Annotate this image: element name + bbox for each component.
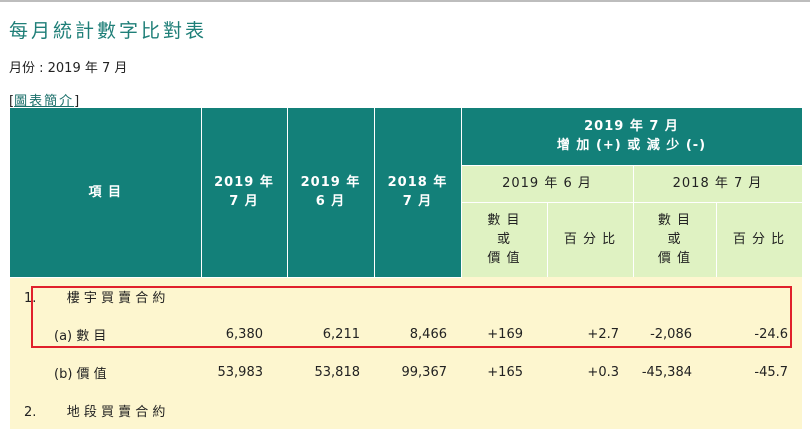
cell-year-percent: -24.6 xyxy=(716,315,803,353)
header-change-line1: 2019 年 7 月 xyxy=(584,119,679,135)
cell-year-change: -2,086 xyxy=(633,315,716,353)
sub-label-value: 價 值 xyxy=(657,251,692,267)
cell-2018-jul: 99,367 xyxy=(374,353,461,391)
cell-2019-jun: 53,818 xyxy=(287,353,374,391)
header-month-count-or-value: 數 目 或 價 值 xyxy=(461,201,548,277)
chart-intro-link[interactable]: 圖表簡介 xyxy=(14,94,75,109)
cell-month-percent: +2.7 xyxy=(547,315,633,353)
table-row: (a) 數 目 6,380 6,211 8,466 +169 +2.7 -2,0… xyxy=(10,315,803,353)
header-vs-prev-month: 2019 年 6 月 xyxy=(461,164,634,202)
header-vs-prev-year: 2018 年 7 月 xyxy=(633,164,803,202)
section-1-label: 1. 樓 宇 買 賣 合 約 xyxy=(10,277,803,315)
section-2-label: 2. 地 段 買 賣 合 約 xyxy=(10,391,803,429)
table-row: 1. 樓 宇 買 賣 合 約 xyxy=(10,277,803,315)
table-row: 2. 地 段 買 賣 合 約 xyxy=(10,391,803,429)
section-title: 地 段 買 賣 合 約 xyxy=(66,404,166,420)
header-year-count-or-value: 數 目 或 價 值 xyxy=(633,201,717,277)
table-row: (b) 價 值 53,983 53,818 99,367 +165 +0.3 -… xyxy=(10,353,803,391)
sub-label-or: 或 xyxy=(667,232,682,248)
sub-label-or: 或 xyxy=(496,232,511,248)
header-item: 項 目 xyxy=(10,108,202,278)
row-label: (a) 數 目 xyxy=(10,315,201,353)
section-title: 樓 宇 買 賣 合 約 xyxy=(66,290,166,306)
intro-bracket-close: ] xyxy=(74,94,80,109)
sub-label-count: 數 目 xyxy=(487,213,521,229)
cell-2019-jun: 6,211 xyxy=(287,315,374,353)
page-title: 每月統計數字比對表 xyxy=(9,20,208,42)
header-2018-jul-line2: 7 月 xyxy=(402,194,433,210)
section-number: 1. xyxy=(24,290,37,306)
sub-label-value: 價 值 xyxy=(487,251,521,267)
cell-year-change: -45,384 xyxy=(633,353,716,391)
header-2018-jul-line1: 2018 年 xyxy=(387,175,448,191)
top-divider xyxy=(0,0,810,2)
header-2019-jul-line2: 7 月 xyxy=(229,194,259,210)
header-2018-jul: 2018 年 7 月 xyxy=(374,108,462,278)
header-2019-jul: 2019 年 7 月 xyxy=(201,108,288,278)
header-change: 2019 年 7 月 增 加 (+) 或 減 少 (-) xyxy=(461,108,803,166)
cell-2019-jul: 6,380 xyxy=(201,315,287,353)
cell-month-change: +169 xyxy=(461,315,547,353)
header-2019-jul-line1: 2019 年 xyxy=(214,175,274,191)
header-2019-jun: 2019 年 6 月 xyxy=(287,108,375,278)
section-number: 2. xyxy=(24,404,37,420)
header-month-percent: 百 分 比 xyxy=(547,201,634,277)
chart-intro-line: [圖表簡介] xyxy=(9,90,79,109)
cell-month-percent: +0.3 xyxy=(547,353,633,391)
cell-2019-jul: 53,983 xyxy=(201,353,287,391)
statistics-table: 項 目 2019 年 7 月 2019 年 6 月 2018 年 7 月 201… xyxy=(10,108,803,429)
intro-bracket-open: [ xyxy=(9,94,15,109)
header-2019-jun-line1: 2019 年 xyxy=(300,175,361,191)
row-label: (b) 價 值 xyxy=(10,353,201,391)
cell-2018-jul: 8,466 xyxy=(374,315,461,353)
cell-month-change: +165 xyxy=(461,353,547,391)
header-2019-jun-line2: 6 月 xyxy=(315,194,346,210)
cell-year-percent: -45.7 xyxy=(716,353,803,391)
header-change-line2: 增 加 (+) 或 減 少 (-) xyxy=(556,138,707,154)
sub-label-count: 數 目 xyxy=(657,213,692,229)
header-year-percent: 百 分 比 xyxy=(716,201,803,277)
month-label: 月份 : 2019 年 7 月 xyxy=(9,61,128,76)
